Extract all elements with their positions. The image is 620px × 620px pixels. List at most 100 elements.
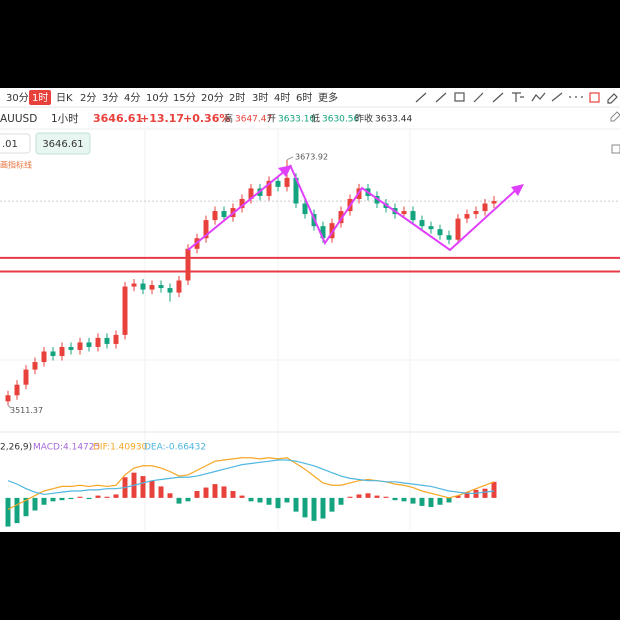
candle-body <box>293 177 299 204</box>
input-box[interactable] <box>0 133 31 154</box>
interval-tab[interactable]: 4时 <box>274 92 290 104</box>
candle-body <box>32 362 38 370</box>
macd-bar <box>491 481 497 498</box>
candle-body <box>473 211 479 215</box>
macd-params: 2,26,9) <box>0 443 32 453</box>
candle-body <box>266 180 272 196</box>
interval-tab[interactable]: 30分 <box>6 92 29 104</box>
candle-body <box>5 395 11 402</box>
low-marker <box>7 404 12 409</box>
macd-bar <box>158 486 164 498</box>
candle-body <box>176 280 182 293</box>
candle-body <box>302 203 308 215</box>
macd-bar <box>365 493 371 498</box>
macd-bar <box>482 488 488 498</box>
high-label: 高 <box>224 113 233 125</box>
candle-body <box>410 211 416 221</box>
candle-body <box>284 177 290 187</box>
indicator-link[interactable]: 画指标线 <box>0 160 32 170</box>
macd-bar <box>293 497 299 512</box>
macd-bar <box>392 497 398 501</box>
prev-label: 昨收 <box>355 113 373 125</box>
macd-bar <box>77 496 83 498</box>
interval-tab[interactable]: 10分 <box>146 92 169 104</box>
macd-bar <box>437 497 443 505</box>
open: 3633.10 <box>278 115 315 125</box>
macd-bar <box>5 497 11 527</box>
candle-body <box>23 369 29 385</box>
top-bar <box>0 0 620 88</box>
candle-body <box>14 384 20 396</box>
candle-body <box>167 288 173 293</box>
macd-bar <box>464 492 470 498</box>
candle-body <box>329 223 335 239</box>
macd-bar <box>257 497 263 503</box>
macd-bar <box>95 495 101 498</box>
interval-tab[interactable]: 20分 <box>201 92 224 104</box>
macd-bar <box>194 491 200 498</box>
macd-bar <box>50 497 56 502</box>
interval-tab[interactable]: 6时 <box>296 92 312 104</box>
high: 3647.47 <box>235 115 272 125</box>
macd-bar <box>329 497 335 512</box>
macd-bar <box>167 493 173 498</box>
candle-body <box>149 285 155 290</box>
input[interactable]: .01 <box>2 139 18 150</box>
macd-bar <box>455 495 461 498</box>
interval-tab[interactable]: 15分 <box>173 92 196 104</box>
dea-line <box>7 459 495 496</box>
macd-bar <box>311 497 317 521</box>
arrow-heads <box>278 165 524 196</box>
candle-body <box>401 211 407 215</box>
candle-body <box>482 203 488 212</box>
macd-bar <box>374 495 380 498</box>
macd-bar <box>428 497 434 508</box>
interval-tab[interactable]: 3时 <box>252 92 268 104</box>
interval-tab[interactable]: 1时 <box>32 92 48 104</box>
candle-body <box>41 351 47 363</box>
candle-body <box>113 334 119 344</box>
candle-body <box>239 198 245 209</box>
draw-tools[interactable] <box>415 92 618 104</box>
macd-bar <box>14 497 20 524</box>
candle-body <box>248 188 254 199</box>
candle-body <box>95 337 101 347</box>
price-box-text[interactable]: 3646.61 <box>42 139 83 150</box>
candle-body <box>140 283 146 290</box>
grid <box>0 130 620 530</box>
interval-tab[interactable]: 更多 <box>318 91 338 104</box>
candle-body <box>464 214 470 219</box>
macd-bar <box>59 497 65 501</box>
macd-bar <box>302 497 308 518</box>
macd-bar <box>176 497 182 504</box>
interval-tab[interactable]: 3分 <box>102 92 118 104</box>
symbol[interactable]: AUUSD <box>0 113 37 125</box>
active-tab <box>29 90 51 105</box>
candle-body <box>158 285 164 289</box>
candle-body <box>437 229 443 236</box>
price-box[interactable] <box>35 132 91 155</box>
macd-bar <box>140 476 146 498</box>
macd-bar <box>284 497 290 503</box>
candle-body <box>491 201 497 204</box>
dif-label: DIF:1.40930 <box>93 443 148 453</box>
interval-tab[interactable]: 日K <box>56 93 73 104</box>
candle-body <box>446 235 452 240</box>
macd-bar <box>275 497 281 509</box>
dea-label: DEA:-0.66432 <box>144 443 206 453</box>
period[interactable]: 1小时 <box>51 113 79 125</box>
candle-body <box>185 248 191 281</box>
low-label: 低 <box>311 113 320 125</box>
price: 3646.61 <box>93 112 143 125</box>
macd-bar <box>113 494 119 498</box>
macd-bar <box>239 495 245 498</box>
candle-body <box>428 226 434 230</box>
interval-tab[interactable]: 2分 <box>80 92 96 104</box>
interval-tab[interactable]: 4分 <box>124 92 140 104</box>
interval-tab[interactable]: 2时 <box>229 92 245 104</box>
dif-line <box>7 457 495 510</box>
side-tools[interactable] <box>610 111 620 154</box>
macd-bar <box>185 497 191 502</box>
macd-bar <box>86 497 92 500</box>
